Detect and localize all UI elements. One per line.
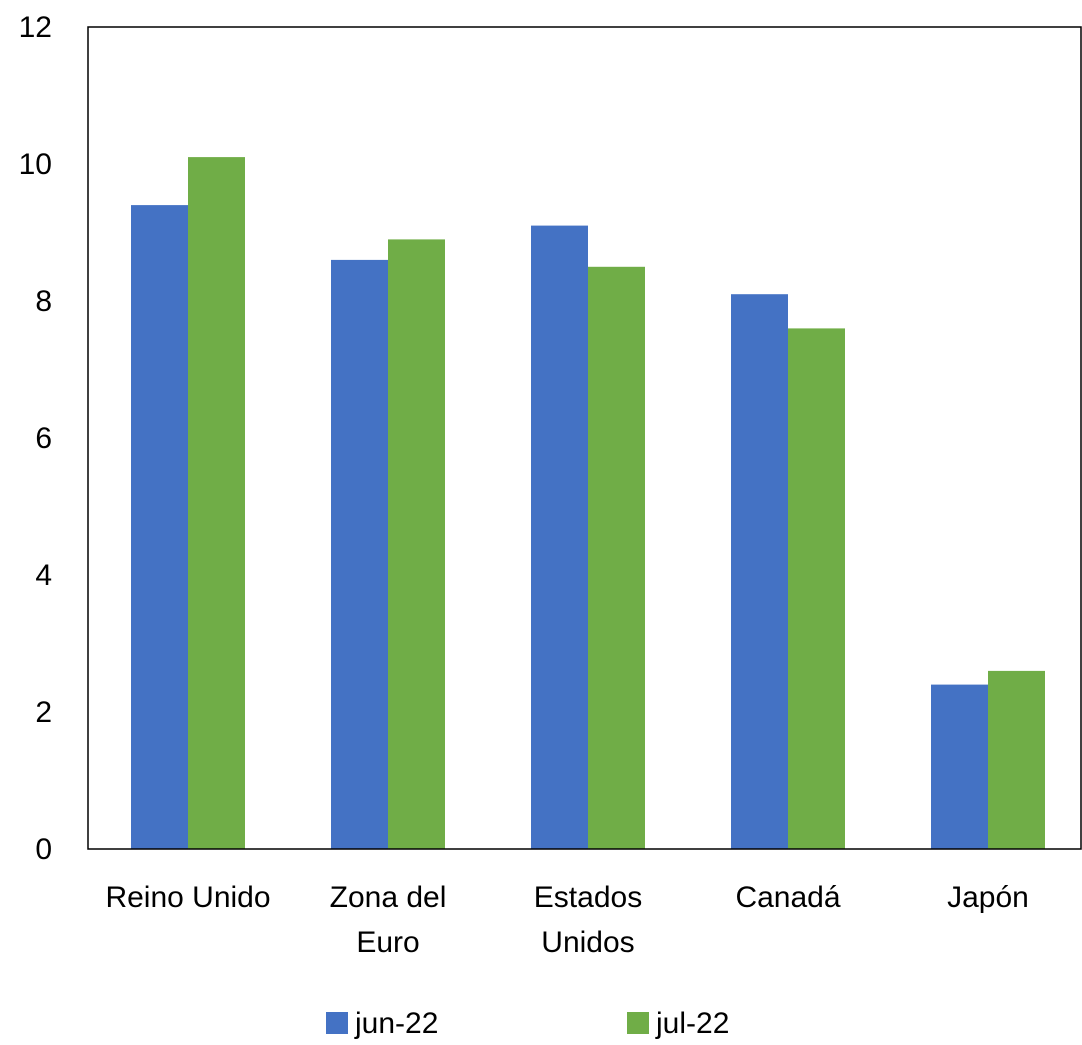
bars-group xyxy=(131,157,1045,850)
x-category-label-3: Canadá xyxy=(735,881,840,914)
y-axis-ticks: 0 2 4 6 8 10 12 xyxy=(19,11,52,866)
y-tick-label-0: 0 xyxy=(35,833,52,866)
legend: jun-22 jul-22 xyxy=(326,1007,729,1040)
legend-label-jul-22: jul-22 xyxy=(655,1007,729,1040)
bar-jul-22-4 xyxy=(988,670,1045,849)
y-tick-label-12: 12 xyxy=(19,11,52,44)
y-tick-label-10: 10 xyxy=(19,148,52,181)
y-tick-label-8: 8 xyxy=(35,285,52,318)
x-category-label-line: Estados xyxy=(534,881,642,914)
legend-swatch-jun-22 xyxy=(326,1012,348,1034)
legend-label-jun-22: jun-22 xyxy=(354,1007,438,1040)
bar-jul-22-3 xyxy=(788,328,845,849)
x-category-label-line: Reino Unido xyxy=(105,881,270,914)
plot-frame xyxy=(87,26,1082,850)
x-category-label-line: Zona del xyxy=(330,881,447,914)
bar-jun-22-2 xyxy=(531,225,588,850)
y-tick-label-6: 6 xyxy=(35,422,52,455)
bar-jun-22-4 xyxy=(931,684,988,849)
x-category-label-2: Estados Unidos xyxy=(534,881,642,959)
x-category-label-line: Canadá xyxy=(735,881,840,914)
y-tick-label-4: 4 xyxy=(35,559,52,592)
x-category-label-line: Japón xyxy=(947,881,1029,914)
axes-group xyxy=(87,26,1082,850)
bar-jul-22-2 xyxy=(588,266,645,850)
bar-jun-22-3 xyxy=(731,294,788,849)
x-axis-labels: Reino Unido Zona del Euro Estados Unidos Cana… xyxy=(105,881,1028,959)
y-tick-label-2: 2 xyxy=(35,696,52,729)
x-category-label-line: Euro xyxy=(356,926,419,959)
bar-jul-22-0 xyxy=(188,157,245,850)
bar-jun-22-1 xyxy=(331,259,388,849)
x-category-label-4: Japón xyxy=(947,881,1029,914)
x-category-label-1: Zona del Euro xyxy=(330,881,447,959)
bar-jul-22-1 xyxy=(388,239,445,849)
legend-swatch-jul-22 xyxy=(627,1012,649,1034)
bar-jun-22-0 xyxy=(131,205,188,850)
x-category-label-line: Unidos xyxy=(541,926,634,959)
x-category-label-0: Reino Unido xyxy=(105,881,270,914)
